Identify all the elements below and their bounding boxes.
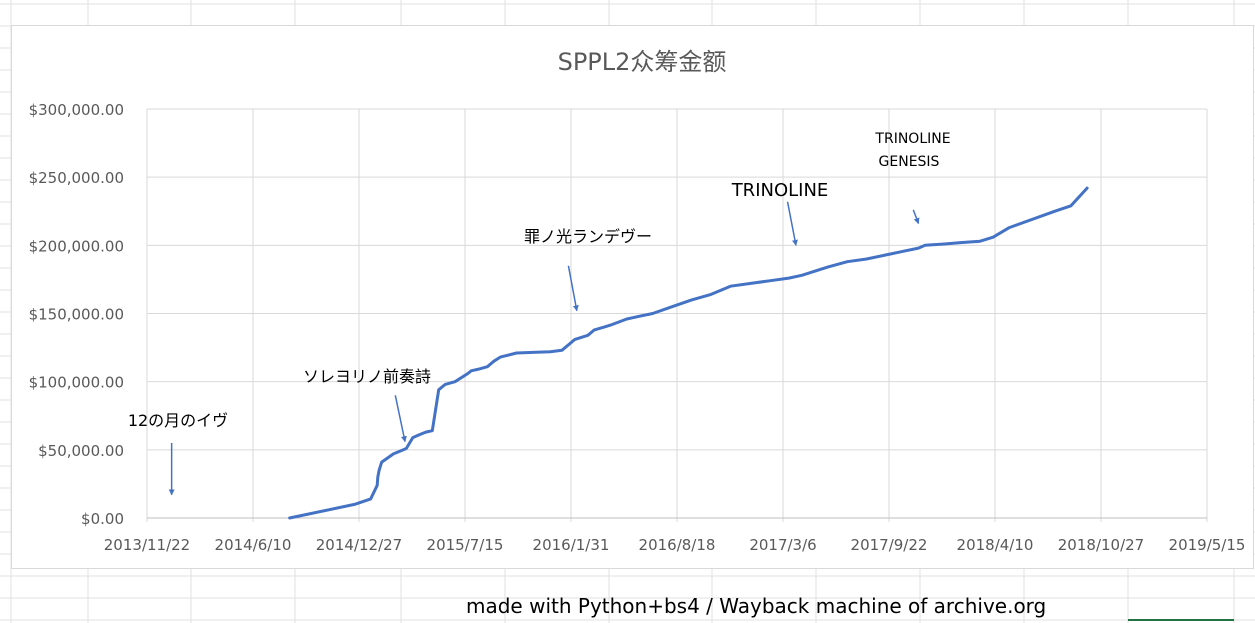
annotation-label-december-eve: 12の月のイヴ [128,411,228,430]
x-tick-label: 2018/4/10 [957,536,1034,554]
annotations: 12の月のイヴ ソレヨリノ前奏詩 罪ノ光ランデヴー TRINOLINE TRIN… [128,131,951,496]
y-tick-label: $0.00 [81,510,124,528]
y-tick-label: $100,000.00 [29,374,124,392]
x-tick-label: 2016/8/18 [639,536,716,554]
y-tick-label: $300,000.00 [29,101,124,119]
x-tick-labels: 2013/11/22 2014/6/10 2014/12/27 2015/7/15 20… [104,536,1246,554]
active-cell-indicator[interactable] [1128,619,1234,623]
series-layer [288,186,1089,520]
x-tick-label: 2019/5/15 [1169,536,1246,554]
y-tick-label: $250,000.00 [29,169,124,187]
annotation-label-trinoline: TRINOLINE [731,180,829,201]
footer-note: made with Python+bs4 / Wayback machine o… [466,594,1047,618]
annotation-arrow [786,201,798,246]
annotation-arrow [394,395,407,443]
x-tick-label: 2015/7/15 [427,536,504,554]
y-tick-labels: $0.00 $50,000.00 $100,000.00 $150,000.00 $20… [29,101,124,528]
x-tick-label: 2017/9/22 [851,536,928,554]
annotation-arrow [912,209,920,225]
annotation-label-rendezvous: 罪ノ光ランデヴー [524,227,652,246]
x-tick-label: 2018/10/27 [1058,536,1144,554]
x-tick-label: 2013/11/22 [104,536,190,554]
y-tick-label: $200,000.00 [29,237,124,255]
x-tick-label: 2014/6/10 [215,536,292,554]
y-tick-label: $150,000.00 [29,306,124,324]
annotation-arrow [567,265,579,312]
annotation-label-trinoline-genesis-line2: GENESIS [879,154,940,170]
annotation-label-trinoline-genesis-line1: TRINOLINE [874,131,950,147]
x-tick-label: 2016/1/31 [533,536,610,554]
x-tick-label: 2014/12/27 [316,536,402,554]
gridlines [146,108,1208,522]
chart-title: SPPL2众筹金额 [558,48,727,76]
annotation-label-prelude: ソレヨリノ前奏詩 [303,367,431,386]
series-line [288,186,1089,520]
y-tick-label: $50,000.00 [38,442,124,460]
x-tick-label: 2017/3/6 [749,536,816,554]
chart-area[interactable] [11,25,1254,569]
